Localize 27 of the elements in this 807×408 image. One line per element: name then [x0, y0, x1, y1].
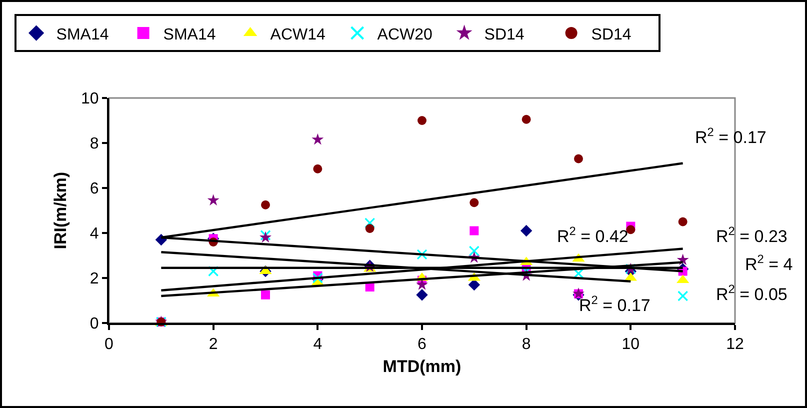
annotation: R$^{2}$ = 0.23 — [716, 224, 788, 246]
x-tick-label: 12 — [726, 336, 744, 354]
y-tick-label: 2 — [90, 270, 99, 288]
y-tick-label: 8 — [90, 136, 99, 153]
legend-label: SMA14 — [163, 26, 216, 44]
legend-label: SD14 — [591, 26, 632, 44]
x-tick-label: 8 — [522, 336, 531, 354]
x-tick-label: 10 — [622, 336, 640, 354]
legend-label: SMA14 — [56, 26, 109, 44]
legend-label: ACW14 — [270, 26, 326, 44]
x-tick-label: 4 — [313, 336, 322, 354]
legend-label: SD14 — [484, 26, 524, 44]
x-axis-title: MTD(mm) — [382, 357, 462, 376]
y-tick-label: 0 — [90, 316, 99, 333]
y-tick-label: 6 — [90, 180, 99, 198]
y-axis-title: IRI(m/km) — [51, 172, 70, 250]
text: R$^{2}$ = 4 — [745, 252, 793, 274]
annotation: R$^{2}$ = 0.17 — [579, 293, 650, 316]
x-tick-label: 6 — [418, 336, 427, 354]
x-tick-label: 0 — [104, 336, 114, 354]
annotation: R$^{2}$ = 0.17 — [695, 125, 766, 148]
y-tick-label: 10 — [81, 90, 99, 108]
x-tick-label: 2 — [208, 336, 218, 354]
annotation: R$^{2}$ = 0.05 — [716, 282, 788, 304]
y-tick-label: 4 — [90, 226, 99, 243]
annotation: R$^{2}$ = 0.42 — [557, 224, 628, 246]
legend-label: ACW20 — [377, 26, 433, 44]
